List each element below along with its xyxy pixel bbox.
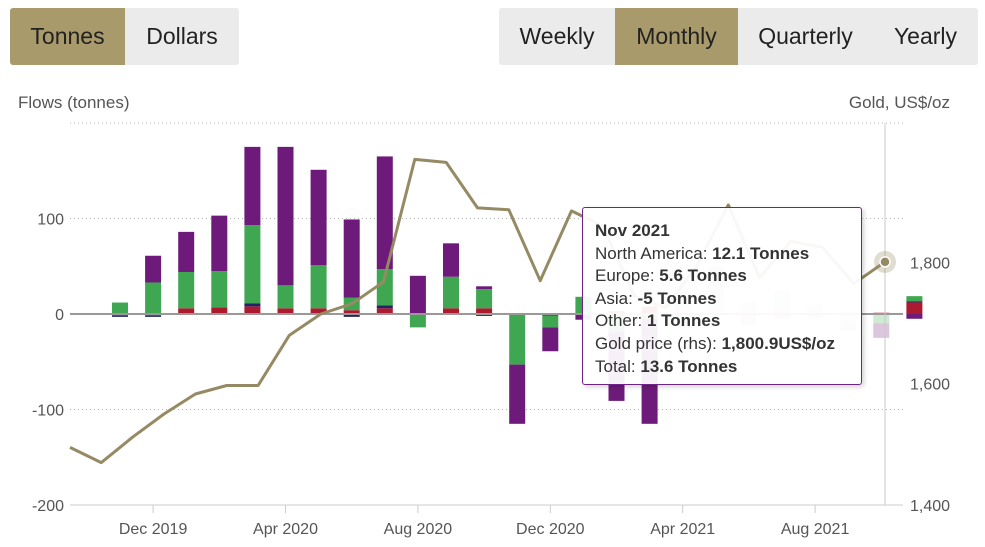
- tooltip-row-asia: Asia: -5 Tonnes: [595, 288, 717, 308]
- right-axis-title: Gold, US$/oz: [849, 93, 950, 112]
- tooltip: Nov 2021 North America: 12.1 Tonnes Euro…: [582, 207, 862, 385]
- bar-asia: [476, 286, 493, 290]
- bar-asia: [244, 146, 261, 226]
- tooltip-row-europe: Europe: 5.6 Tonnes: [595, 266, 747, 286]
- bar-north-america: [211, 307, 228, 314]
- x-tick-label: Apr 2020: [253, 521, 318, 538]
- bar-europe: [443, 276, 459, 309]
- bar-other: [906, 301, 923, 303]
- bar-north-america: [244, 306, 261, 314]
- y-right-tick-label: 1,400: [910, 498, 950, 515]
- bar-asia: [443, 243, 459, 277]
- y-left-tick-label: -200: [32, 498, 64, 515]
- x-tick-label: Dec 2020: [516, 521, 585, 538]
- bar-europe: [310, 265, 327, 309]
- y-right-tick-label: 1,600: [910, 377, 950, 394]
- bar-europe: [277, 285, 294, 309]
- y-left-tick-label: -100: [32, 403, 64, 420]
- bar-asia: [277, 146, 294, 286]
- tooltip-row-other: Other: 1 Tonnes: [595, 311, 721, 331]
- bar-north-america: [443, 308, 459, 314]
- tonnes-button[interactable]: Tonnes: [10, 8, 125, 65]
- bar-europe: [112, 302, 128, 314]
- bar-asia: [873, 323, 890, 338]
- left-axis-title: Flows (tonnes): [18, 93, 129, 112]
- bar-north-america: [476, 308, 493, 314]
- bar-asia: [145, 255, 162, 283]
- quarterly-button[interactable]: Quarterly: [738, 8, 873, 65]
- weekly-button[interactable]: Weekly: [499, 8, 615, 65]
- y-left-tick-label: 0: [55, 307, 64, 324]
- bar-asia: [343, 219, 360, 298]
- bar-asia: [211, 215, 228, 272]
- bar-other: [112, 315, 128, 317]
- bar-europe: [409, 314, 426, 328]
- bar-asia: [409, 275, 426, 314]
- bar-europe: [145, 282, 162, 314]
- bar-europe: [244, 225, 261, 304]
- bar-north-america: [277, 308, 294, 314]
- y-right-tick-label: 1,800: [910, 255, 950, 272]
- bar-other: [244, 303, 261, 307]
- gridlines: [70, 122, 903, 410]
- tooltip-row-north-america: North America: 12.1 Tonnes: [595, 243, 810, 263]
- bar-europe: [873, 314, 890, 324]
- bar-asia: [509, 364, 526, 424]
- bar-north-america: [376, 308, 393, 314]
- y-left-tick-label: 100: [37, 212, 64, 229]
- bar-asia: [376, 156, 393, 270]
- bar-europe: [542, 315, 559, 328]
- bar-europe: [476, 289, 493, 309]
- bar-other: [376, 305, 393, 309]
- unit-toggle: Tonnes Dollars: [10, 8, 239, 65]
- bar-other: [145, 315, 162, 317]
- period-toggle: Weekly Monthly Quarterly Yearly: [499, 8, 978, 65]
- bar-other: [343, 314, 360, 317]
- x-tick-label: Dec 2019: [119, 521, 188, 538]
- bar-europe: [211, 271, 228, 308]
- bar-north-america: [178, 308, 195, 314]
- bar-europe: [906, 296, 923, 302]
- bar-asia: [542, 327, 559, 352]
- bar-asia: [906, 314, 923, 319]
- axes-layer: -200 -100 0 100 1,400 1,600 1,800 Dec 2019 Apr 2…: [32, 212, 950, 539]
- bar-europe: [509, 314, 526, 365]
- x-tick-label: Apr 2021: [650, 521, 715, 538]
- tooltip-row-gold-price: Gold price (rhs): 1,800.9US$/oz: [595, 333, 835, 353]
- bar-europe: [376, 269, 393, 306]
- tooltip-row-total: Total: 13.6 Tonnes: [595, 356, 738, 376]
- bar-north-america: [310, 308, 327, 314]
- yearly-button[interactable]: Yearly: [873, 8, 978, 65]
- bar-asia: [310, 169, 327, 266]
- x-tick-label: Aug 2020: [384, 521, 453, 538]
- bar-europe: [178, 271, 195, 309]
- bar-north-america: [343, 310, 360, 314]
- bar-north-america: [906, 302, 923, 314]
- dollars-button[interactable]: Dollars: [125, 8, 239, 65]
- gold-price-marker: [879, 256, 891, 268]
- bar-asia: [178, 231, 195, 272]
- monthly-button[interactable]: Monthly: [615, 8, 738, 65]
- x-tick-label: Aug 2021: [781, 521, 850, 538]
- tooltip-title: Nov 2021: [595, 221, 670, 240]
